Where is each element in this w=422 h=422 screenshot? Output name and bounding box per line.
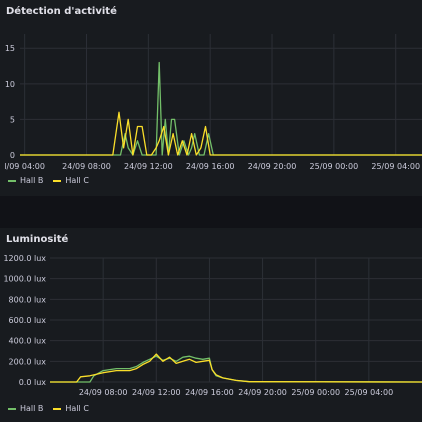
x-tick-label: 25/09 00:00 <box>310 162 359 171</box>
series-line-hall-c <box>50 353 422 383</box>
legend-label: Hall B <box>20 176 44 185</box>
legend-swatch <box>53 407 62 410</box>
y-tick-label: 5 <box>10 115 15 124</box>
x-tick-label: 24/09 16:00 <box>185 388 234 397</box>
legend-item-hall-b[interactable]: Hall B <box>8 176 43 185</box>
x-tick-label: 24/09 20:00 <box>248 162 297 171</box>
panel-luminosity: Luminosité 1200.0 lux 1000.0 lux 800.0 lux… <box>0 228 422 422</box>
luminosity-chart: 1200.0 lux 1000.0 lux 800.0 lux 600.0 lux 40… <box>3 254 422 397</box>
x-tick-label: 24/09 20:00 <box>238 388 287 397</box>
legend-swatch <box>8 179 16 182</box>
legend-item-hall-c[interactable]: Hall C <box>53 176 89 185</box>
y-tick-label: 1000.0 lux <box>3 275 46 284</box>
x-tick-label: 24/09 08:00 <box>79 388 128 397</box>
legend-swatch <box>8 407 16 410</box>
x-tick-label: 25/09 04:00 <box>371 162 420 171</box>
panel-activity-detection: Détection d'activité 15 10 5 0 l/09 04:00 24/… <box>0 0 422 196</box>
legend-item-hall-c[interactable]: Hall C <box>53 404 89 413</box>
y-tick-label: 0 <box>10 151 15 160</box>
x-tick-label: 24/09 16:00 <box>186 162 235 171</box>
legend-label: Hall C <box>65 404 89 413</box>
legend: Hall B Hall C <box>8 404 89 413</box>
y-tick-label: 15 <box>5 44 15 53</box>
x-tick-label: l/09 04:00 <box>4 162 45 171</box>
panel-title[interactable]: Luminosité <box>6 234 69 245</box>
legend: Hall B Hall C <box>8 176 89 185</box>
legend-item-hall-b[interactable]: Hall B <box>8 404 43 413</box>
y-tick-label: 600.0 lux <box>9 316 47 325</box>
y-tick-label: 800.0 lux <box>9 295 47 304</box>
legend-label: Hall C <box>65 176 89 185</box>
y-tick-label: 10 <box>5 80 15 89</box>
legend-swatch <box>53 179 62 182</box>
x-tick-label: 25/09 00:00 <box>291 388 340 397</box>
panel-gap <box>0 196 422 228</box>
activity-chart: 15 10 5 0 l/09 04:00 24/09 08:00 24/09 12:00 24… <box>4 34 422 171</box>
x-tick-label: 25/09 04:00 <box>345 388 394 397</box>
y-tick-label: 0.0 lux <box>19 378 47 387</box>
legend-label: Hall B <box>20 404 44 413</box>
series-line-hall-c <box>20 111 422 156</box>
series-line-hall-b <box>20 61 422 156</box>
x-tick-label: 24/09 08:00 <box>62 162 111 171</box>
x-tick-label: 24/09 12:00 <box>124 162 173 171</box>
y-tick-label: 1200.0 lux <box>3 254 46 263</box>
y-tick-label: 200.0 lux <box>9 357 47 366</box>
y-tick-label: 400.0 lux <box>9 337 47 346</box>
series-line-hall-b <box>50 355 422 383</box>
x-tick-label: 24/09 12:00 <box>132 388 181 397</box>
panel-title[interactable]: Détection d'activité <box>6 6 117 17</box>
